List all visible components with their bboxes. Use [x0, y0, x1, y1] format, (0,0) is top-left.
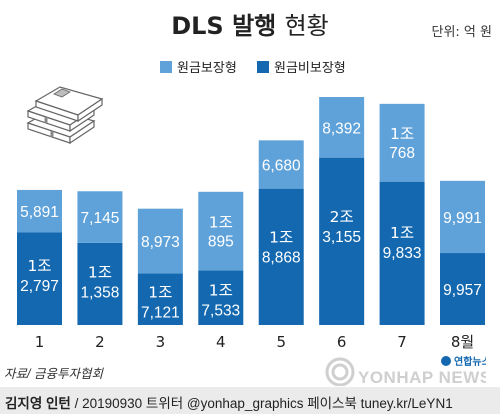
data-label-non-guaranteed: 2,797 — [20, 278, 59, 295]
data-label-guaranteed: 8,973 — [141, 234, 180, 251]
x-tick-label: 2 — [95, 333, 105, 351]
bar-segment-guaranteed — [319, 97, 365, 158]
bar-segment-non-guaranteed — [17, 232, 62, 325]
data-label-non-guaranteed: 9,833 — [383, 245, 422, 262]
x-tick-label: 6 — [337, 333, 347, 351]
data-label-guaranteed: 895 — [208, 234, 234, 251]
data-label-guaranteed: 5,891 — [20, 204, 59, 221]
x-tick-label: 3 — [156, 333, 166, 351]
data-label-non-guaranteed: 1조 — [148, 284, 172, 302]
footer-author: 김지영 인턴 — [5, 396, 71, 411]
x-tick-label: 4 — [216, 333, 226, 351]
svg-text:YONHAP NEWS: YONHAP NEWS — [358, 368, 486, 386]
legend-label: 원금비보장형 — [274, 61, 346, 76]
data-label-non-guaranteed: 7,121 — [141, 305, 180, 322]
data-label-non-guaranteed: 7,533 — [201, 303, 240, 320]
bar-segment-guaranteed — [379, 103, 425, 182]
footer-band — [0, 387, 500, 414]
bar-segment-non-guaranteed — [319, 157, 365, 325]
data-label-non-guaranteed: 2조 — [330, 208, 354, 226]
bar-segment-guaranteed — [77, 191, 123, 243]
data-label-guaranteed: 6,680 — [262, 157, 301, 174]
legend-label: 원금보장형 — [177, 61, 237, 76]
data-label-non-guaranteed: 9,957 — [443, 282, 482, 299]
source-note: 자료/ 금융투자협회 — [4, 367, 103, 381]
data-label-non-guaranteed: 1조 — [269, 228, 293, 246]
data-label-guaranteed: 7,145 — [81, 210, 120, 227]
chart-title-bold: DLS 발행 — [171, 12, 284, 40]
svg-text:연합뉴스: 연합뉴스 — [454, 355, 486, 368]
data-label-non-guaranteed: 1조 — [27, 257, 51, 275]
data-label-non-guaranteed: 1,358 — [81, 285, 120, 302]
bar-segment-non-guaranteed — [440, 253, 486, 325]
chart-title: DLS 발행 현황 — [171, 12, 329, 40]
footer-credit: 김지영 인턴 / 20190930 트위터 @yonhap_graphics 페… — [5, 392, 453, 412]
x-tick-label: 5 — [276, 333, 286, 351]
bar-segment-guaranteed — [258, 140, 304, 189]
footer-info: / 20190930 트위터 @yonhap_graphics 페이스북 tun… — [70, 396, 453, 411]
bar-segment-non-guaranteed — [198, 270, 244, 325]
chart-title-regular: 현황 — [285, 12, 329, 40]
bar-segment-guaranteed — [17, 189, 62, 233]
x-tick-label: 1 — [35, 333, 45, 351]
bar-segment-non-guaranteed — [137, 273, 183, 325]
x-tick-label: 8월 — [451, 333, 474, 351]
data-label-non-guaranteed: 1조 — [209, 282, 233, 300]
data-label-guaranteed: 768 — [389, 145, 415, 162]
bar-segment-non-guaranteed — [77, 242, 123, 325]
data-label-guaranteed: 8,392 — [322, 120, 361, 137]
bar-segment-guaranteed — [198, 191, 244, 271]
data-label-non-guaranteed: 3,155 — [322, 229, 361, 246]
bar-segment-guaranteed — [137, 208, 183, 274]
x-tick-label: 7 — [397, 333, 407, 351]
legend-swatch — [257, 61, 269, 73]
unit-label: 단위: 억 원 — [432, 25, 493, 40]
data-label-non-guaranteed: 1조 — [88, 264, 112, 282]
yonhap-news-logo: 연합뉴스 YONHAP NEWS — [324, 352, 491, 387]
bar-segment-guaranteed — [440, 180, 486, 254]
data-label-guaranteed: 1조 — [209, 214, 233, 232]
bar-segment-non-guaranteed — [379, 181, 425, 325]
money-stack-icon — [26, 86, 104, 145]
data-label-guaranteed: 9,991 — [443, 210, 482, 227]
bar-segment-non-guaranteed — [258, 188, 304, 325]
data-label-guaranteed: 1조 — [390, 125, 414, 143]
data-label-non-guaranteed: 1조 — [390, 224, 414, 242]
data-label-non-guaranteed: 8,868 — [262, 249, 301, 266]
legend-swatch — [160, 61, 172, 73]
